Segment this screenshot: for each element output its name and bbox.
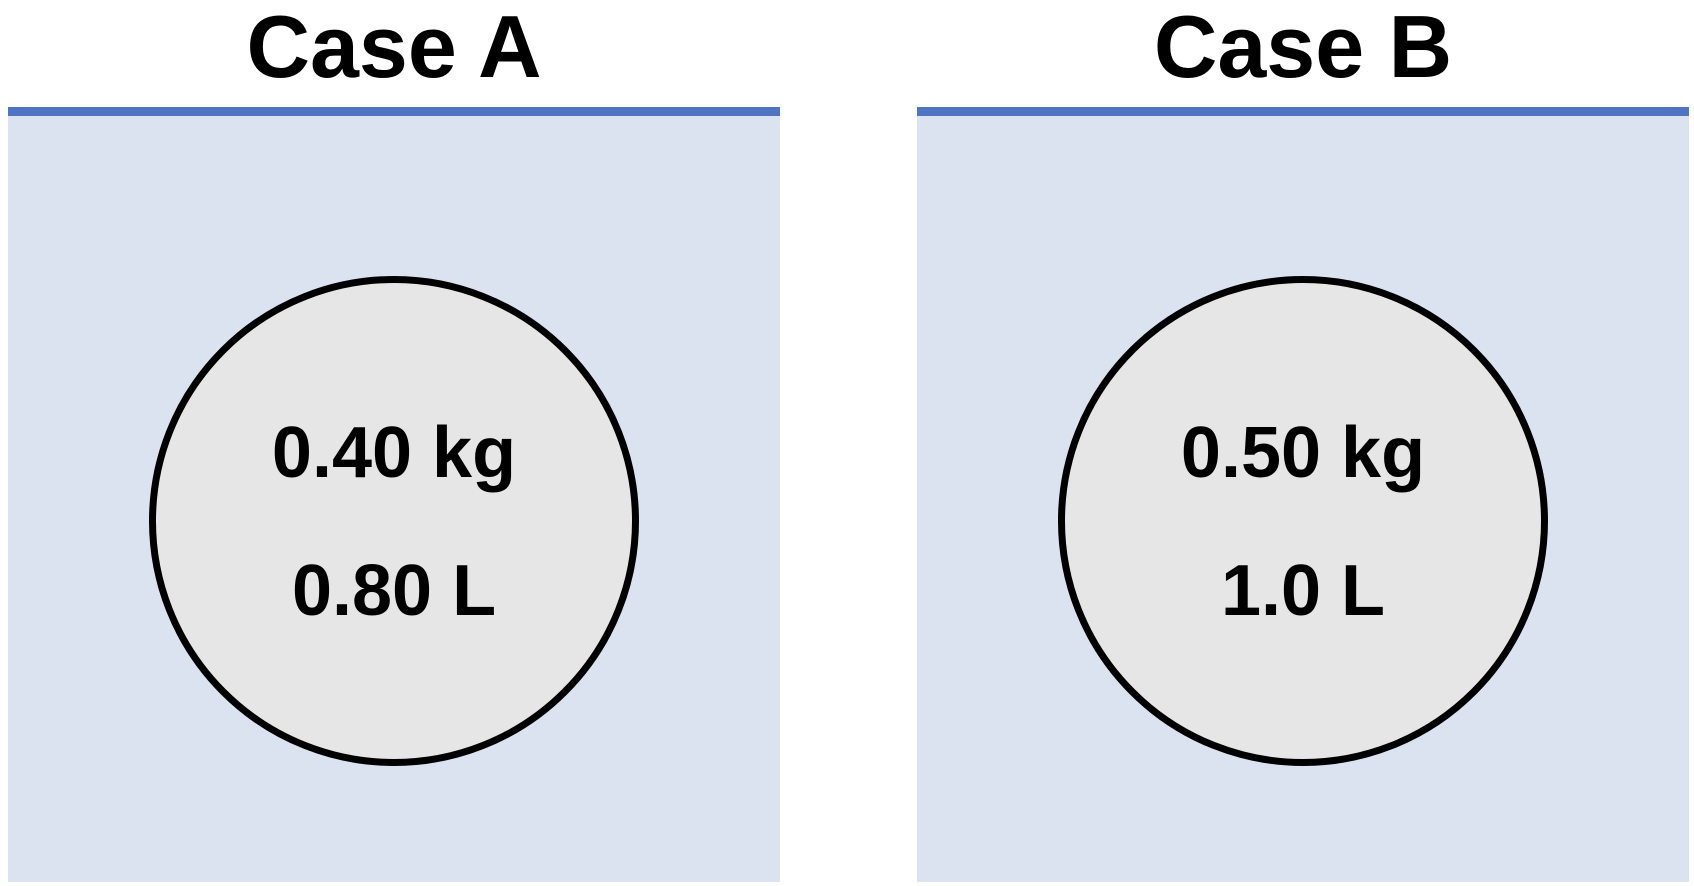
case-b-title: Case B	[1153, 0, 1453, 96]
case-a-panel: Case A 0.40 kg 0.80 L	[8, 0, 780, 886]
case-b-mass-label: 0.50 kg	[1180, 413, 1426, 493]
case-b-volume-label: 1.0 L	[1220, 551, 1386, 631]
case-a-mass-label: 0.40 kg	[271, 413, 517, 493]
case-b-water-tank: 0.50 kg 1.0 L	[917, 107, 1689, 882]
case-a-submerged-object: 0.40 kg 0.80 L	[149, 276, 639, 766]
case-a-volume-label: 0.80 L	[291, 551, 497, 631]
case-a-title: Case A	[246, 0, 542, 96]
case-b-panel: Case B 0.50 kg 1.0 L	[917, 0, 1689, 886]
case-b-submerged-object: 0.50 kg 1.0 L	[1058, 276, 1548, 766]
case-a-water-tank: 0.40 kg 0.80 L	[8, 107, 780, 882]
